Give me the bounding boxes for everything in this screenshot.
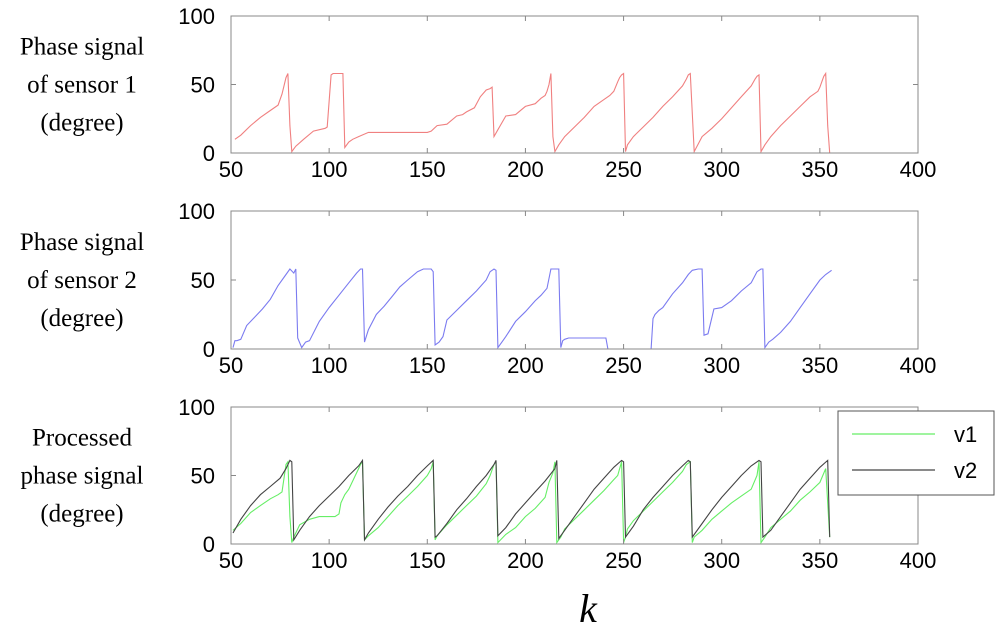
legend-box <box>837 410 995 496</box>
subplot-1: Phase signal of sensor 1 (degree) 50 100 150 2… <box>20 4 937 182</box>
y-axis-label-line: (degree) <box>40 501 123 528</box>
legend-label-v2: v2 <box>954 458 977 483</box>
y-tick-label: 100 <box>178 4 215 29</box>
x-tick-label: 50 <box>219 548 243 573</box>
x-tick-label: 350 <box>801 353 838 378</box>
y-axis-label-line: (degree) <box>40 305 123 332</box>
y-axis-label-line: Phase signal <box>20 229 144 256</box>
x-tick-label: 100 <box>311 548 348 573</box>
series-line-v2 <box>232 458 831 542</box>
x-tick-label: 100 <box>311 353 348 378</box>
x-tick-label: 200 <box>507 353 544 378</box>
y-axis-label-line: (degree) <box>40 110 123 137</box>
x-tick-label: 200 <box>507 548 544 573</box>
x-tick-label: 400 <box>900 353 937 378</box>
x-axis-label: k <box>579 586 598 628</box>
x-tick-label: 400 <box>900 548 937 573</box>
x-tick-label: 150 <box>409 548 446 573</box>
y-axis-label-line: Processed <box>32 425 132 452</box>
y-axis-label-line: Phase signal <box>20 34 144 61</box>
x-tick-label: 250 <box>605 353 642 378</box>
y-tick-label: 50 <box>191 268 215 293</box>
subplot-2: Phase signal of sensor 2 (degree) 50 100 150 2… <box>20 199 937 378</box>
y-tick-label: 100 <box>178 199 215 224</box>
x-tick-label: 300 <box>703 548 740 573</box>
y-tick-label: 50 <box>191 73 215 98</box>
x-tick-label: 300 <box>703 157 740 182</box>
x-tick-label: 250 <box>605 548 642 573</box>
axes-box <box>230 15 919 154</box>
subplot-3: Processed phase signal (degree) 50 100 150 200… <box>21 395 995 573</box>
y-tick-label: 50 <box>191 464 215 489</box>
x-tick-label: 200 <box>507 157 544 182</box>
x-tick-label: 350 <box>801 548 838 573</box>
x-tick-label: 150 <box>409 353 446 378</box>
y-axis-label-line: of sensor 1 <box>27 72 137 99</box>
x-tick-label: 150 <box>409 157 446 182</box>
x-tick-label: 250 <box>605 157 642 182</box>
x-tick-label: 50 <box>219 353 243 378</box>
y-axis-label-line: phase signal <box>21 463 144 490</box>
y-tick-label: 0 <box>203 141 215 166</box>
x-tick-label: 50 <box>219 157 243 182</box>
legend-label-v1: v1 <box>954 422 977 447</box>
axes-box <box>230 406 919 545</box>
y-tick-label: 100 <box>178 395 215 420</box>
series-line-1 <box>232 268 832 350</box>
x-tick-label: 400 <box>900 157 937 182</box>
axes-box <box>230 210 919 350</box>
series-line-v1 <box>232 460 831 545</box>
y-tick-label: 0 <box>203 337 215 362</box>
y-tick-label: 0 <box>203 532 215 557</box>
x-tick-label: 350 <box>801 157 838 182</box>
y-axis-label-line: of sensor 2 <box>27 267 137 294</box>
x-tick-label: 100 <box>311 157 348 182</box>
x-tick-label: 300 <box>703 353 740 378</box>
series-line-1 <box>234 71 831 154</box>
